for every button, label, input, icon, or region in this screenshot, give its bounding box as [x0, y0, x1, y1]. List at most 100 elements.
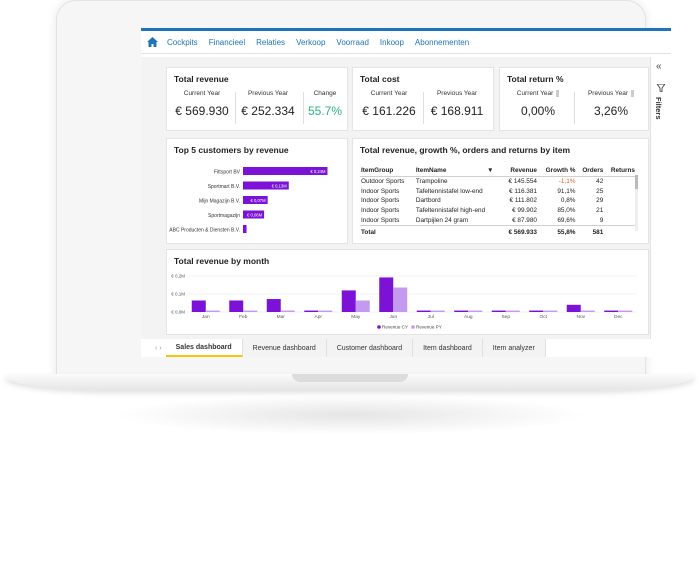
kpi-label: Previous Year	[576, 90, 646, 97]
kpi-value: € 569.930	[175, 104, 229, 118]
chevron-right-icon[interactable]: ›	[159, 344, 162, 352]
x-tick-label: Sep	[501, 314, 510, 320]
cell-itemgroup: Indoor Sports	[361, 187, 400, 195]
tab-item-dashboard[interactable]: Item dashboard	[413, 339, 483, 357]
bar	[243, 181, 289, 190]
bar	[566, 304, 581, 312]
laptop-shadow	[110, 395, 590, 435]
tab-revenue-dashboard[interactable]: Revenue dashboard	[242, 339, 327, 357]
bar	[454, 310, 469, 312]
kpi-previous-col: Previous Year 3,26%	[576, 90, 646, 118]
bar	[243, 196, 268, 204]
cell-itemgroup: Indoor Sports	[361, 216, 400, 224]
column-header[interactable]: Revenue	[501, 165, 538, 177]
kpi-value: 3,26%	[593, 104, 629, 119]
sort-indicator-icon[interactable]: ▼	[487, 165, 502, 177]
kpi-previous-col: Previous Year € 168.911	[425, 90, 489, 118]
category-label: Fittsport BV	[214, 170, 241, 176]
x-tick-label: Nov	[576, 314, 585, 320]
x-tick-label: Jan	[202, 314, 210, 320]
monthly-revenue-card: Total revenue by month € 0,2M € 0,1M € 0,0…	[166, 249, 649, 335]
cell-growth: 85,0%	[557, 207, 576, 215]
bar	[355, 300, 370, 312]
bar	[243, 167, 328, 175]
tab-customer-dashboard[interactable]: Customer dashboard	[326, 339, 414, 357]
kpi-title: Total revenue	[174, 74, 229, 84]
x-tick-label: Mar	[277, 314, 286, 320]
x-tick-label: Oct	[540, 314, 548, 320]
tab-sales-dashboard[interactable]: Sales dashboard	[165, 339, 243, 357]
chevron-left-icon[interactable]: ‹	[155, 344, 158, 352]
kpi-label: Current Year	[370, 90, 408, 97]
kpi-label: Current Year	[183, 90, 221, 97]
column-header[interactable]: Returns	[604, 165, 636, 177]
cell-itemname: Tafeltennistafel low-end	[415, 187, 483, 195]
top-customers-card: Top 5 customers by revenue Fittsport BV €…	[166, 138, 348, 244]
column-header[interactable]: Growth %	[537, 165, 577, 177]
legend-marker	[377, 325, 381, 329]
divider	[235, 92, 236, 124]
cell-itemname: Tafeltennistafel high-end	[415, 207, 486, 215]
kpi-value: 55.7%	[307, 104, 343, 118]
funnel-icon	[656, 79, 666, 97]
table-row[interactable]: Indoor Sports Tafeltennistafel high-end …	[360, 206, 636, 216]
bar	[491, 310, 506, 312]
nav-relaties[interactable]: Relaties	[256, 37, 286, 47]
data-label: € 0,13M	[272, 183, 288, 188]
tab-item-analyzer[interactable]: Item analyzer	[482, 339, 546, 357]
page-tabs: ‹ › Sales dashboard Revenue dashboard Cu…	[155, 339, 546, 357]
home-icon[interactable]	[141, 37, 163, 47]
nav-inkoop[interactable]: Inkoop	[379, 37, 404, 47]
cell-orders: 25	[596, 187, 604, 195]
kpi-label: Change	[313, 90, 337, 97]
kpi-title: Total return %	[507, 74, 564, 84]
nav-financieel[interactable]: Financieel	[208, 37, 246, 47]
kpi-value: € 168.911	[430, 104, 484, 118]
column-header[interactable]: ItemGroup	[360, 165, 415, 177]
nav-voorraad[interactable]: Voorraad	[336, 37, 369, 47]
column-header[interactable]: Orders	[576, 165, 605, 177]
table-row[interactable]: Outdoor Sports Trampoline € 145.554 -1,1…	[360, 177, 636, 187]
column-header[interactable]: ItemName	[414, 165, 488, 177]
table-row[interactable]: Indoor Sports Dartbord € 111.802 0,8% 29	[360, 196, 636, 206]
category-label: Mijn Magazijn B.V.	[199, 199, 240, 205]
bar	[341, 290, 356, 312]
filters-pane[interactable]: « Filters	[650, 57, 671, 339]
kpi-current-col: Current Year € 569.930	[172, 90, 232, 118]
table-scrollbar[interactable]	[635, 175, 638, 231]
kpi-total-return-card: Total return % Current Year 0,00% Previo…	[499, 67, 649, 131]
bar	[529, 310, 544, 312]
double-chevron-left-icon[interactable]: «	[656, 61, 662, 72]
cell-total-orders: 581	[576, 224, 605, 238]
kpi-value: € 161.226	[362, 104, 416, 118]
nav-cockpits[interactable]: Cockpits	[167, 37, 198, 47]
items-table-card: Total revenue, growth %, orders and retu…	[352, 138, 649, 244]
filters-label: Filters	[654, 97, 663, 120]
x-tick-label: Jun	[389, 314, 397, 320]
category-label: Sportmagazijn	[208, 213, 240, 219]
kpi-value: € 252.334	[241, 104, 295, 118]
bar	[280, 310, 295, 312]
y-tick-label: € 0,2M	[171, 274, 185, 279]
cell-orders: 42	[596, 178, 604, 186]
report-canvas: Total revenue Current Year € 569.930 Pre…	[141, 57, 651, 339]
scrollbar-thumb[interactable]	[635, 175, 638, 189]
top-customers-chart: Fittsport BV € 0,24M Sportmart B.V. € 0,13M…	[169, 167, 328, 234]
kpi-current-col: Current Year 0,00%	[504, 90, 572, 118]
nav-verkoop[interactable]: Verkoop	[296, 37, 326, 47]
cell-orders: 29	[596, 197, 604, 205]
cell-itemname: Trampoline	[415, 178, 448, 186]
bar	[318, 310, 333, 312]
nav-abonnementen[interactable]: Abonnementen	[414, 37, 470, 47]
bar	[229, 300, 244, 312]
bar	[243, 210, 265, 219]
kpi-label: Previous Year	[247, 90, 289, 97]
cell-returns	[604, 187, 636, 197]
table-row[interactable]: Indoor Sports Dartpijlen 24 gram € 87.98…	[360, 215, 636, 225]
cell-total-label: Total	[360, 224, 415, 238]
tab-scroll-arrows[interactable]: ‹ ›	[155, 339, 162, 357]
table-row[interactable]: Indoor Sports Tafeltennistafel low-end €…	[360, 187, 636, 197]
cell-revenue: € 99.902	[512, 207, 537, 215]
bar	[580, 310, 595, 312]
cell-revenue: € 87.980	[512, 216, 537, 224]
